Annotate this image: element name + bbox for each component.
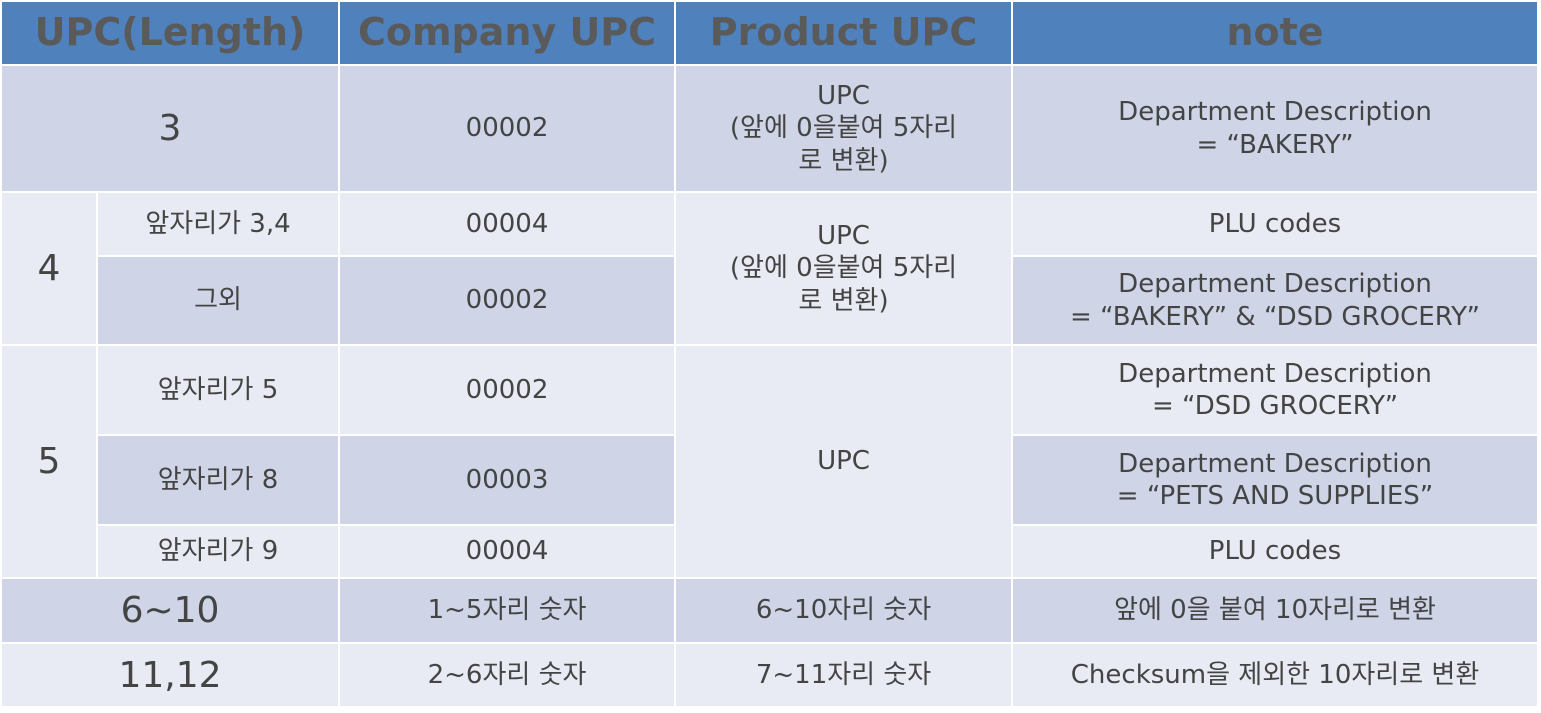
product-upc-cell: 7~11자리 숫자 [674, 642, 1014, 708]
company-upc-cell: 1~5자리 숫자 [338, 577, 677, 644]
condition-cell: 그외 [95, 255, 341, 346]
product-upc-cell: UPC (앞에 0을붙여 5자리 로 변환) [674, 191, 1014, 346]
header-company-upc: Company UPC [338, 0, 677, 66]
company-upc-cell: 00004 [338, 524, 677, 579]
table-row: 11,12 2~6자리 숫자 7~11자리 숫자 Checksum을 제외한 1… [0, 642, 1540, 708]
condition-cell: 앞자리가 8 [95, 434, 341, 526]
company-upc-cell: 00004 [338, 191, 677, 257]
condition-cell: 앞자리가 5 [95, 344, 341, 436]
company-upc-cell: 2~6자리 숫자 [338, 642, 677, 708]
company-upc-cell: 00002 [338, 344, 677, 436]
length-cell: 3 [0, 64, 341, 193]
note-cell: Department Description = “BAKERY” & “DSD… [1011, 255, 1540, 346]
header-note: note [1011, 0, 1540, 66]
header-row: UPC(Length) Company UPC Product UPC note [0, 0, 1540, 66]
length-cell: 4 [0, 191, 98, 346]
table-row: 3 00002 UPC (앞에 0을붙여 5자리 로 변환) Departmen… [0, 64, 1540, 193]
table-row: 6~10 1~5자리 숫자 6~10자리 숫자 앞에 0을 붙여 10자리로 변… [0, 577, 1540, 644]
table-row: 그외 00002 Department Description = “BAKER… [1, 255, 1540, 346]
note-cell: Department Description = “PETS AND SUPPL… [1011, 434, 1540, 526]
length-cell: 11,12 [0, 642, 341, 708]
table-row: 앞자리가 8 00003 Department Description = “P… [1, 434, 1540, 526]
company-upc-cell: 00003 [338, 434, 677, 526]
product-upc-cell: 6~10자리 숫자 [674, 577, 1014, 644]
product-upc-cell: UPC (앞에 0을붙여 5자리 로 변환) [674, 64, 1014, 193]
note-cell: Department Description = “BAKERY” [1011, 64, 1540, 193]
table-row: 5 앞자리가 5 00002 UPC Department Descriptio… [0, 344, 1540, 579]
table-row: 앞자리가 9 00004 PLU codes [1, 524, 1540, 579]
note-cell: PLU codes [1011, 191, 1540, 257]
condition-cell: 앞자리가 9 [95, 524, 341, 579]
product-upc-cell: UPC [674, 344, 1014, 579]
note-cell: 앞에 0을 붙여 10자리로 변환 [1011, 577, 1540, 644]
length-cell: 5 [0, 344, 98, 579]
table-row: 4 앞자리가 3,4 00004 UPC (앞에 0을붙여 5자리 로 변환) … [0, 191, 1540, 346]
length-cell: 6~10 [0, 577, 341, 644]
company-upc-cell: 00002 [338, 64, 677, 193]
company-upc-cell: 00002 [338, 255, 677, 346]
note-cell: PLU codes [1011, 524, 1540, 579]
condition-cell: 앞자리가 3,4 [95, 191, 341, 257]
header-upc-length: UPC(Length) [0, 0, 341, 66]
note-cell: Department Description = “DSD GROCERY” [1011, 344, 1540, 436]
header-product-upc: Product UPC [674, 0, 1014, 66]
note-cell: Checksum을 제외한 10자리로 변환 [1011, 642, 1540, 708]
